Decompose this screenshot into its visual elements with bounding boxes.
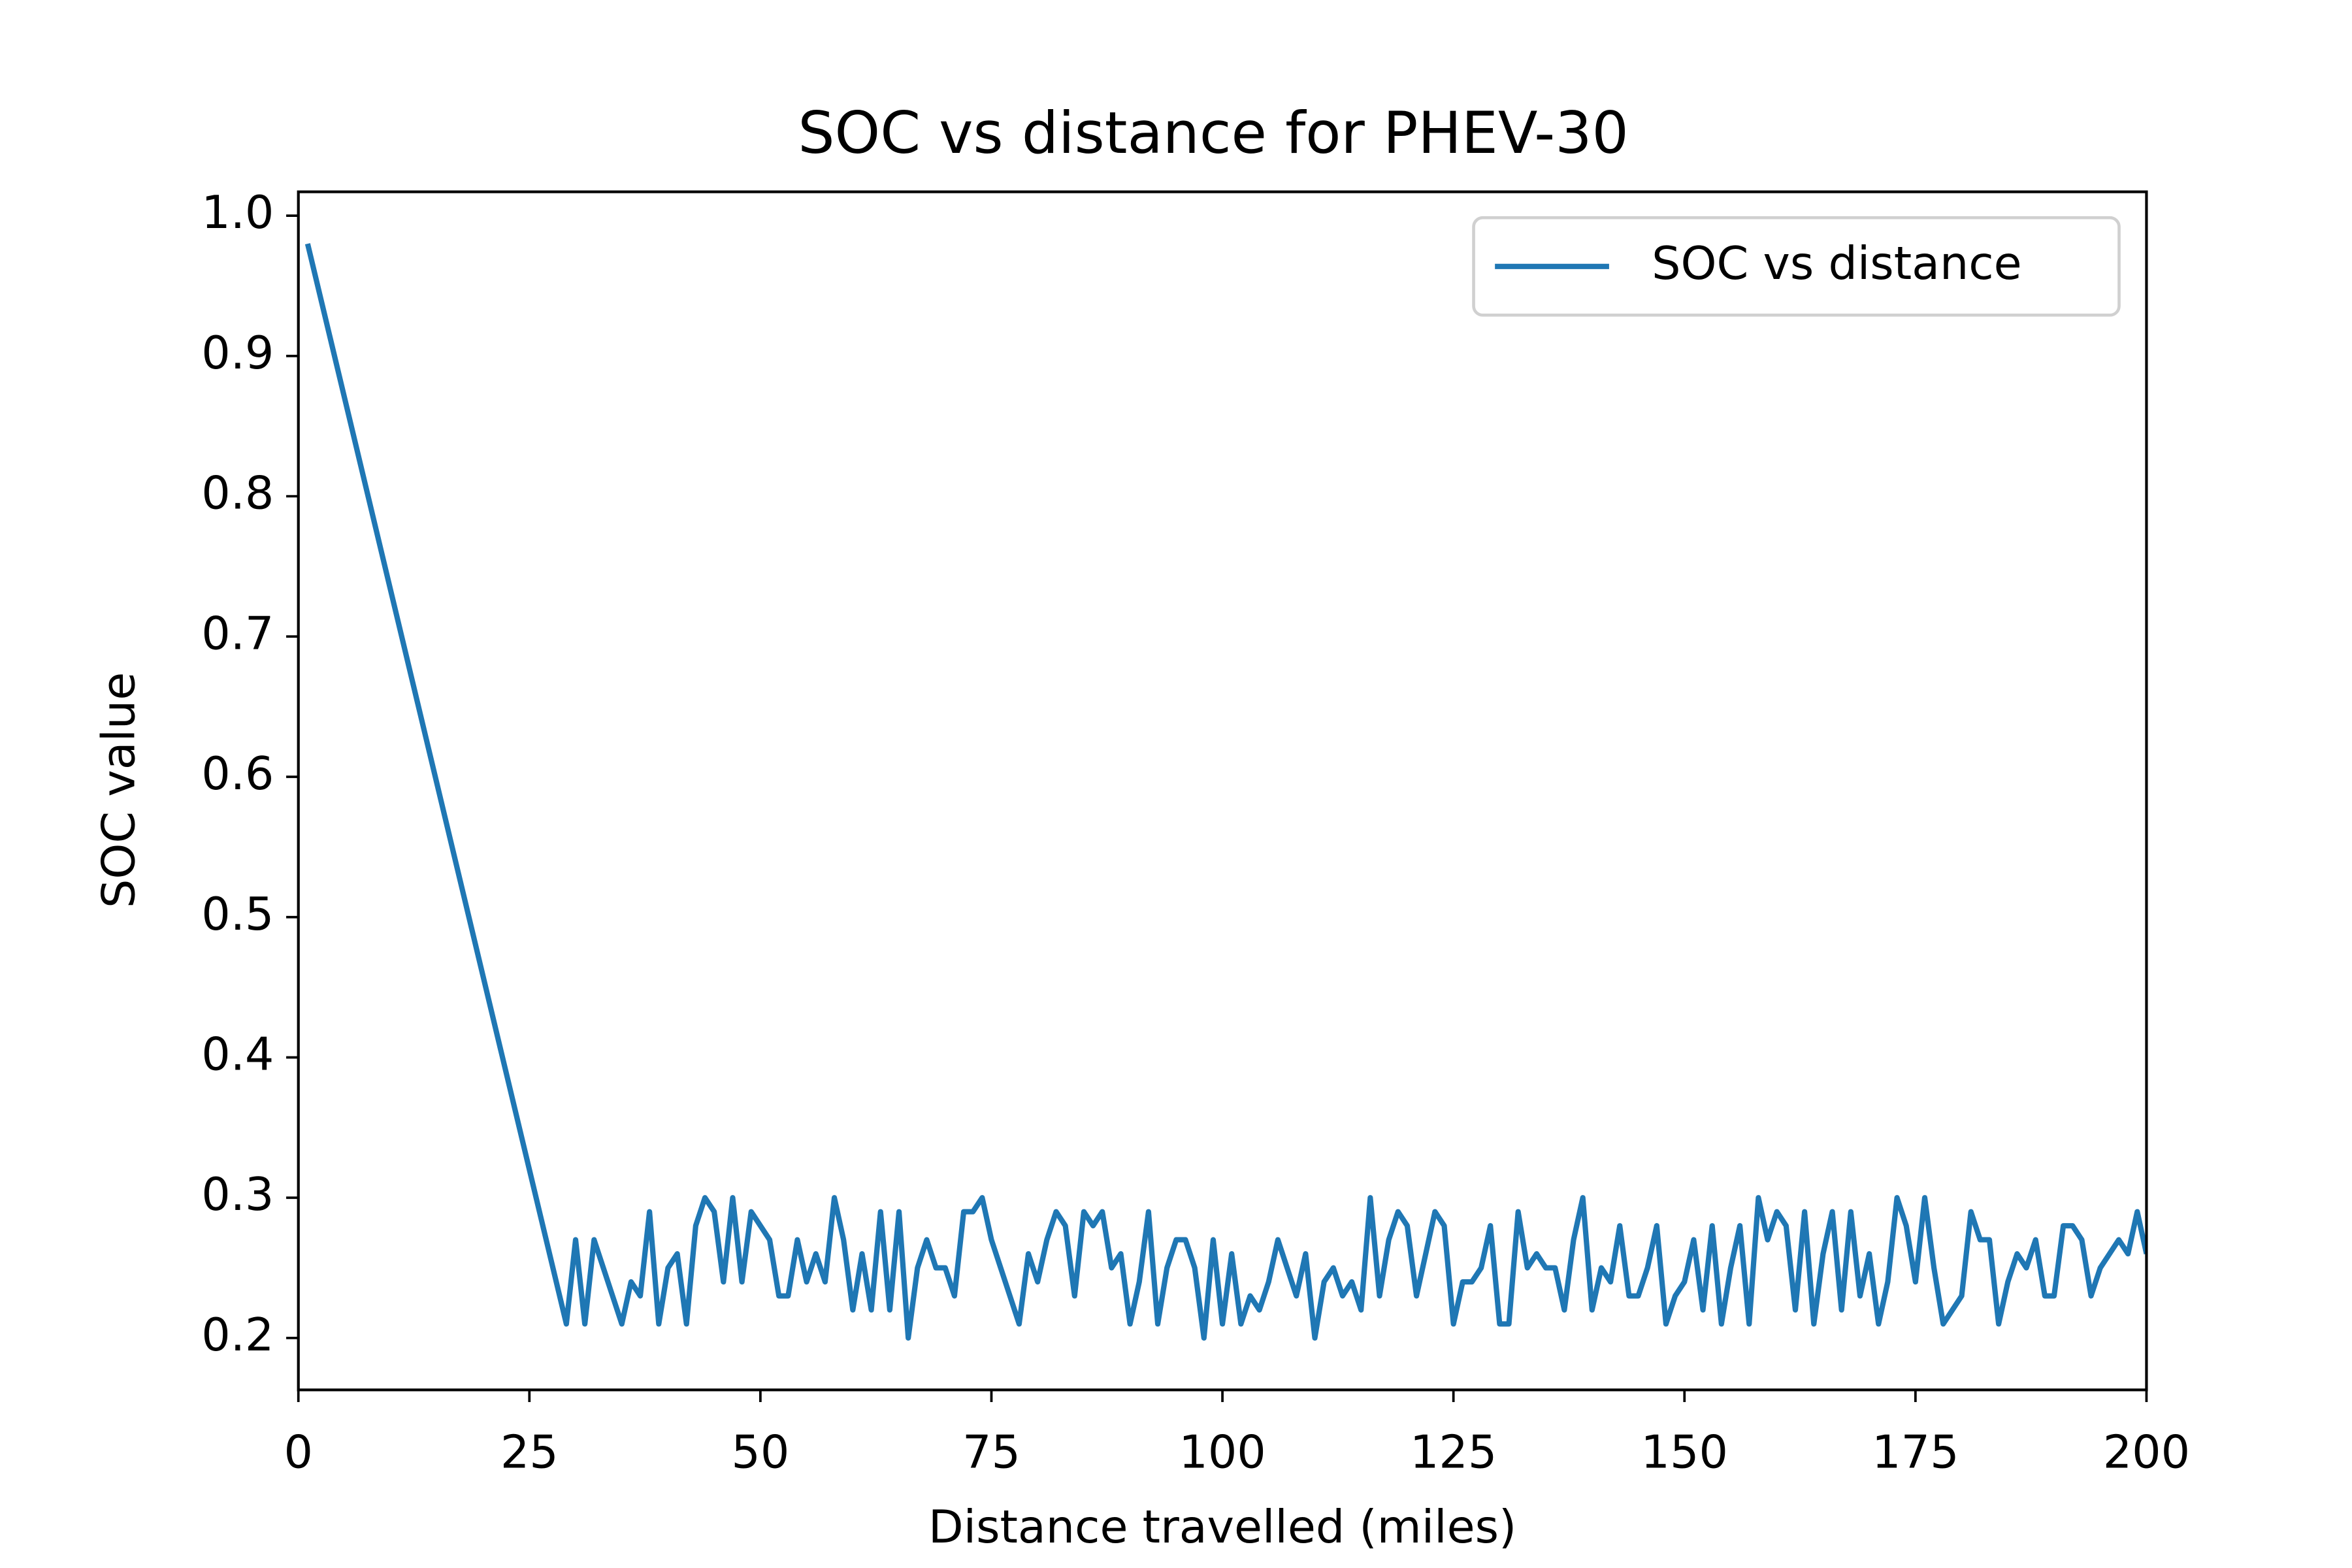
y-tick-label: 1.0 xyxy=(201,186,274,239)
x-tick-label: 125 xyxy=(1410,1426,1497,1479)
legend-label: SOC vs distance xyxy=(1652,237,2022,290)
legend-box xyxy=(1472,216,2121,317)
y-tick-label: 0.9 xyxy=(201,327,274,380)
data-line xyxy=(304,243,2147,1341)
y-tick-label: 0.6 xyxy=(201,747,274,800)
y-tick-label: 0.2 xyxy=(201,1309,274,1362)
x-tick-label: 100 xyxy=(1179,1426,1266,1479)
y-tick-label: 0.7 xyxy=(201,607,274,660)
x-tick-label: 150 xyxy=(1641,1426,1728,1479)
x-axis-label: Distance travelled (miles) xyxy=(928,1501,1516,1554)
chart-title: SOC vs distance for PHEV-30 xyxy=(798,99,1629,167)
x-tick-label: 200 xyxy=(2103,1426,2190,1479)
x-tick-label: 25 xyxy=(500,1426,559,1479)
y-axis-label: SOC value xyxy=(92,672,145,908)
y-tick-label: 0.4 xyxy=(201,1028,274,1081)
x-tick-label: 0 xyxy=(284,1426,312,1479)
plot-frame xyxy=(297,190,2148,1392)
x-tick-label: 75 xyxy=(962,1426,1021,1479)
y-tick-label: 0.5 xyxy=(201,888,274,941)
y-tick-label: 0.3 xyxy=(201,1168,274,1221)
x-tick-label: 50 xyxy=(731,1426,789,1479)
x-tick-label: 175 xyxy=(1872,1426,1959,1479)
y-tick-label: 0.8 xyxy=(201,467,274,520)
